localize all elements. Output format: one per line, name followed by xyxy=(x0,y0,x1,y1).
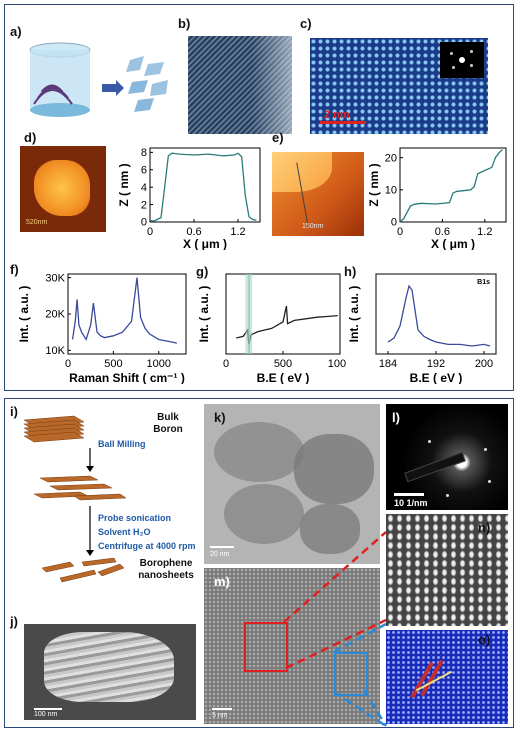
upper-figure-frame xyxy=(4,4,514,391)
b1s-highlight-core xyxy=(248,274,250,354)
panel-label-o: o) xyxy=(478,632,491,647)
roi-blue-box xyxy=(334,652,368,696)
tem-image-b xyxy=(188,36,292,134)
panel-label-l: l) xyxy=(392,410,400,425)
x-tick-label: 200 xyxy=(475,358,493,370)
y-axis-label: Int. ( a.u. ) xyxy=(197,286,211,343)
flow-step-centrifuge: Centrifuge at 4000 rpm xyxy=(98,541,196,551)
panel-label-b: b) xyxy=(178,16,191,31)
panel-label-j: j) xyxy=(10,614,18,629)
y-axis-label: Int. ( a.u. ) xyxy=(347,286,361,343)
panel-label-d: d) xyxy=(24,130,37,145)
y-tick-label: 6 xyxy=(141,164,147,176)
scale-bar-e: 150nm xyxy=(302,223,324,230)
x-tick-label: 1000 xyxy=(147,358,171,370)
panel-label-e: e) xyxy=(272,130,284,145)
y-tick-label: 2 xyxy=(141,199,147,211)
scale-bar-j: 100 nm xyxy=(34,711,58,718)
saed-pattern-l: 10 1/nm xyxy=(386,404,508,510)
x-axis-label: B.E ( eV ) xyxy=(257,371,310,384)
afm-image-d: 520nm xyxy=(20,146,106,232)
flowchart-graphics xyxy=(23,415,127,583)
flow-bulk-boron: Bulk Boron xyxy=(153,412,183,435)
panel-label-c: c) xyxy=(300,16,312,31)
zoom-connector-lines xyxy=(283,531,388,728)
series-line xyxy=(399,149,503,223)
y-tick-label: 10K xyxy=(45,345,65,357)
y-tick-label: 30K xyxy=(45,272,65,284)
x-tick-label: 0 xyxy=(397,226,403,238)
y-axis-label: Z ( nm ) xyxy=(117,163,131,206)
panel-label-m: m) xyxy=(214,574,230,589)
x-tick-label: 0.6 xyxy=(435,226,450,238)
panel-label-g: g) xyxy=(196,264,209,279)
x-tick-label: 1.2 xyxy=(477,226,492,238)
y-tick-label: 10 xyxy=(385,184,397,196)
x-tick-label: 500 xyxy=(274,358,292,370)
hrtem-image-m xyxy=(204,568,380,724)
scale-bar-m-line xyxy=(212,708,232,710)
x-tick-label: 0 xyxy=(223,358,229,370)
x-tick-label: 500 xyxy=(104,358,122,370)
x-axis-label: B.E ( eV ) xyxy=(410,371,463,384)
y-axis-label: Z ( nm ) xyxy=(367,163,381,206)
panel-label-n: n) xyxy=(478,520,491,535)
scale-bar-d: 520nm xyxy=(26,219,48,226)
y-tick-label: 8 xyxy=(141,147,147,159)
afm-profile-chart-d: 0 0.6 1.2 0 2 4 6 8 X ( μm ) Z ( nm ) xyxy=(117,147,261,250)
series-line xyxy=(71,277,178,344)
sem-image-j: 100 nm xyxy=(24,624,196,720)
hrtem-lattice-c: 2 nm xyxy=(310,38,488,134)
plot-frame xyxy=(399,147,507,223)
fft-inset xyxy=(440,42,484,78)
lattice-zoom-o xyxy=(386,630,508,724)
beaker-illustration xyxy=(29,42,168,117)
series-line xyxy=(387,284,491,347)
lower-figure-frame xyxy=(4,398,514,728)
flow-borophene-product: Borophene nanosheets xyxy=(138,558,194,581)
x-tick-label: 192 xyxy=(427,358,445,370)
plot-frame xyxy=(149,147,261,223)
y-tick-label: 20K xyxy=(45,309,65,321)
raman-chart-f: 0 500 1000 10K 20K 30K Raman Shift ( cm⁻¹ ) Int… xyxy=(17,272,187,384)
roi-red-box xyxy=(244,622,288,672)
scale-bar-k: 20 nm xyxy=(210,551,230,558)
peak-annotation: B1s xyxy=(477,279,490,286)
x-tick-label: 184 xyxy=(379,358,397,370)
tem-image-k: 20 nm xyxy=(204,404,380,564)
x-tick-label: 0 xyxy=(147,226,153,238)
x-axis-label: X ( μm ) xyxy=(431,237,475,250)
y-tick-label: 0 xyxy=(391,217,397,229)
x-axis-label: X ( μm ) xyxy=(183,237,227,250)
afm-profile-chart-e: 0 0.6 1.2 0 10 20 X ( μm ) Z ( nm ) xyxy=(367,147,507,250)
y-tick-label: 0 xyxy=(141,217,147,229)
flow-step-solvent: Solvent H₂O xyxy=(98,527,151,537)
x-tick-label: 0 xyxy=(65,358,71,370)
xps-b1s-chart-h: 184 192 200 B.E ( eV ) Int. ( a.u. ) B1s xyxy=(347,273,497,384)
flow-step-sonication: Probe sonication xyxy=(98,513,172,523)
flow-step-ball-milling: Ball Milling xyxy=(98,439,146,449)
panel-label-f: f) xyxy=(10,262,19,277)
x-tick-label: 1000 xyxy=(328,358,346,370)
lattice-zoom-n xyxy=(386,514,508,626)
y-tick-label: 4 xyxy=(141,182,147,194)
scale-bar-m: 5 nm xyxy=(212,712,228,719)
series-line xyxy=(149,152,257,222)
y-tick-label: 20 xyxy=(385,152,397,164)
x-tick-label: 1.2 xyxy=(230,226,245,238)
x-tick-label: 0.6 xyxy=(186,226,201,238)
panel-label-i: i) xyxy=(10,404,18,419)
panel-label-h: h) xyxy=(344,264,357,279)
xps-survey-chart-g: 0 500 1000 B.E ( eV ) Int. ( a.u. ) xyxy=(197,273,346,384)
scale-bar-c: 2 nm xyxy=(324,109,350,121)
y-axis-label: Int. ( a.u. ) xyxy=(17,286,31,343)
afm-image-e: 150nm xyxy=(272,152,364,236)
panel-label-a: a) xyxy=(10,24,22,39)
scale-bar-l: 10 1/nm xyxy=(394,498,428,508)
panel-label-k: k) xyxy=(214,410,226,425)
plot-frame xyxy=(225,273,341,355)
x-axis-label: Raman Shift ( cm⁻¹ ) xyxy=(69,371,185,384)
